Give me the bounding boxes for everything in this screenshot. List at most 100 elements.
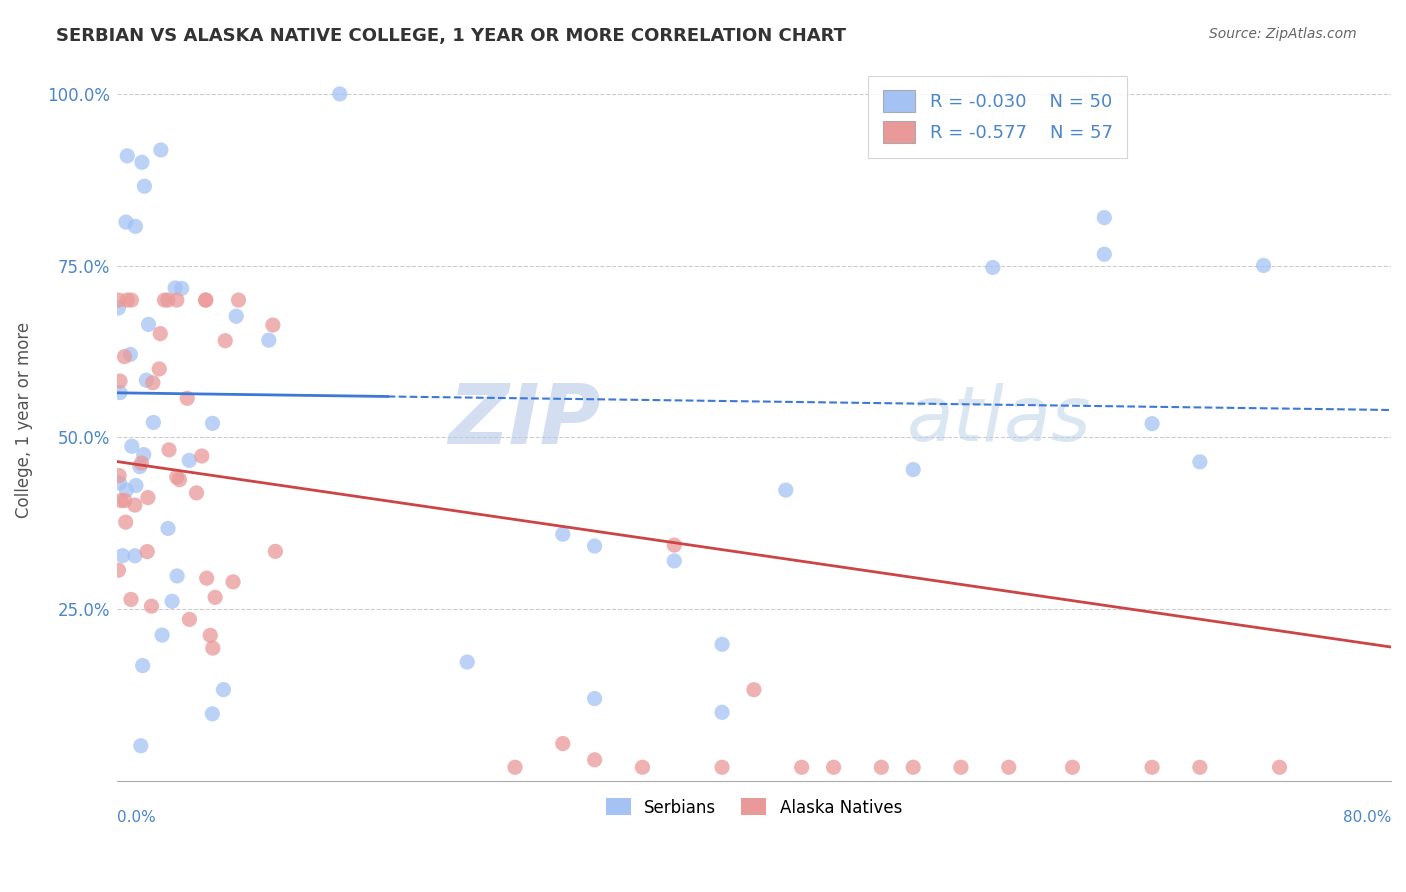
Point — [157, 442, 180, 457]
Point — [981, 260, 1004, 275]
Point — [583, 691, 606, 706]
Point — [156, 293, 179, 307]
Point — [195, 571, 218, 585]
Point — [949, 760, 972, 774]
Point — [160, 594, 183, 608]
Point — [115, 215, 138, 229]
Text: atlas: atlas — [907, 384, 1091, 458]
Text: ZIP: ZIP — [449, 380, 600, 461]
Point — [149, 143, 172, 157]
Point — [1092, 211, 1115, 225]
Point — [711, 637, 734, 651]
Point — [142, 376, 165, 390]
Point — [631, 760, 654, 774]
Point — [115, 293, 138, 307]
Point — [1268, 760, 1291, 774]
Point — [114, 493, 136, 508]
Point — [503, 760, 526, 774]
Point — [132, 448, 155, 462]
Point — [742, 682, 765, 697]
Point — [117, 149, 139, 163]
Point — [128, 459, 150, 474]
Point — [111, 549, 134, 563]
Point — [166, 470, 188, 484]
Point — [165, 281, 187, 295]
Point — [108, 475, 131, 490]
Point — [191, 449, 214, 463]
Point — [170, 281, 193, 295]
Point — [108, 385, 131, 400]
Point — [329, 87, 352, 101]
Point — [201, 417, 224, 431]
Point — [823, 760, 845, 774]
Point — [901, 462, 924, 476]
Point — [107, 293, 129, 307]
Point — [1188, 455, 1211, 469]
Point — [142, 416, 165, 430]
Point — [201, 706, 224, 721]
Point — [222, 574, 245, 589]
Point — [166, 569, 188, 583]
Point — [153, 293, 176, 307]
Point — [120, 293, 142, 307]
Text: Source: ZipAtlas.com: Source: ZipAtlas.com — [1209, 27, 1357, 41]
Point — [131, 155, 153, 169]
Point — [1140, 417, 1163, 431]
Point — [131, 456, 153, 470]
Point — [129, 739, 152, 753]
Point — [108, 468, 131, 483]
Point — [120, 592, 142, 607]
Point — [179, 453, 201, 467]
Legend: R = -0.030    N = 50, R = -0.577    N = 57: R = -0.030 N = 50, R = -0.577 N = 57 — [869, 76, 1128, 158]
Point — [228, 293, 250, 307]
Point — [711, 706, 734, 720]
Point — [214, 334, 236, 348]
Point — [131, 658, 153, 673]
Point — [121, 439, 143, 453]
Point — [156, 521, 179, 535]
Point — [225, 309, 247, 323]
Point — [186, 486, 208, 500]
Point — [148, 362, 170, 376]
Point — [583, 539, 606, 553]
Point — [124, 549, 146, 563]
Point — [176, 392, 198, 406]
Point — [901, 760, 924, 774]
Point — [110, 493, 132, 508]
Point — [134, 179, 156, 194]
Point — [711, 760, 734, 774]
Point — [194, 293, 217, 307]
Point — [194, 293, 217, 307]
Point — [257, 333, 280, 347]
Point — [664, 554, 686, 568]
Point — [108, 374, 131, 388]
Point — [141, 599, 163, 614]
Point — [264, 544, 287, 558]
Point — [200, 628, 222, 642]
Point — [120, 347, 142, 361]
Point — [150, 628, 173, 642]
Point — [179, 612, 201, 626]
Point — [212, 682, 235, 697]
Point — [124, 219, 146, 234]
Point — [204, 591, 226, 605]
Point — [1188, 760, 1211, 774]
Point — [114, 350, 136, 364]
Point — [775, 483, 797, 497]
Point — [1253, 259, 1275, 273]
Text: 0.0%: 0.0% — [117, 810, 156, 825]
Point — [115, 483, 138, 497]
Point — [664, 538, 686, 552]
Point — [124, 498, 146, 512]
Point — [1140, 760, 1163, 774]
Point — [870, 760, 893, 774]
Point — [114, 515, 136, 529]
Point — [136, 491, 159, 505]
Point — [583, 753, 606, 767]
Point — [1092, 247, 1115, 261]
Point — [551, 737, 574, 751]
Text: 80.0%: 80.0% — [1343, 810, 1391, 825]
Point — [262, 318, 284, 332]
Point — [1062, 760, 1084, 774]
Point — [107, 301, 129, 315]
